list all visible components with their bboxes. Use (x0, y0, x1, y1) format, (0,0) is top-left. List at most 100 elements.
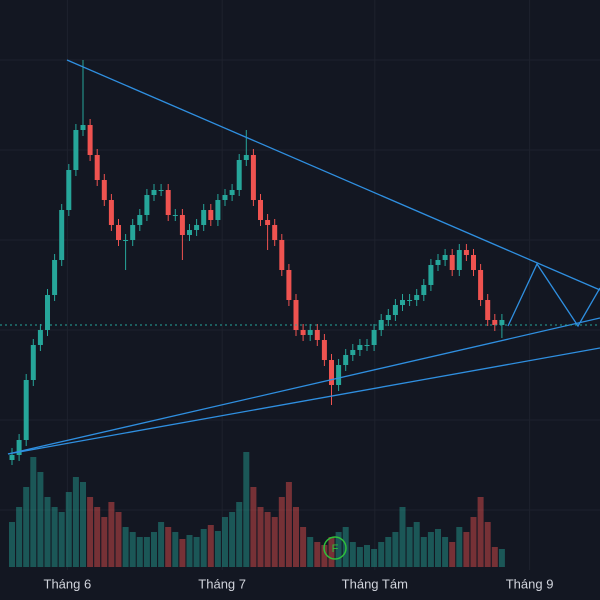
volume-bar (44, 497, 51, 567)
volume-bar (136, 537, 143, 567)
candle-body (336, 365, 342, 385)
volume-bar (72, 477, 79, 567)
volume-bar (456, 527, 463, 567)
candle-body (144, 195, 150, 215)
volume-bar (257, 507, 264, 567)
volume-bar (236, 502, 243, 567)
volume-bar (58, 512, 65, 567)
pattern-line (507, 262, 600, 328)
volume-bar (477, 497, 484, 567)
candle-body (52, 260, 58, 295)
volume-bar (470, 517, 477, 567)
volume-bar (364, 545, 370, 567)
candle-body (329, 360, 334, 385)
candle-body (222, 195, 228, 200)
volume-bar (427, 532, 434, 567)
volume-bar (307, 537, 314, 567)
x-tick-label: Tháng Tám (342, 576, 408, 591)
candle-body (343, 355, 349, 365)
volume-bar (87, 497, 94, 567)
candle-body (59, 210, 65, 260)
candle-body (123, 240, 129, 241)
volume-bar (406, 527, 413, 567)
x-tick-label: Tháng 9 (506, 576, 554, 591)
volume-bar (435, 529, 441, 567)
volume-bar (285, 482, 292, 567)
volume-bar (94, 507, 101, 567)
candle-body (471, 255, 476, 270)
candle-body (250, 155, 256, 200)
candle-body (187, 230, 192, 235)
candle-body (179, 215, 185, 235)
candle-body (116, 225, 121, 240)
volume-bar (165, 527, 172, 567)
candle-body (80, 125, 86, 130)
volume-bar (449, 542, 456, 567)
candle-body (407, 300, 413, 301)
volume-bar (498, 549, 505, 567)
volume-bar (37, 472, 44, 567)
volume-bar (143, 537, 150, 567)
candle-body (463, 250, 469, 255)
candle-body (37, 330, 43, 345)
volume-bar (200, 529, 207, 567)
volume-bar (51, 507, 58, 567)
candle-body (158, 190, 164, 191)
candle-body (45, 295, 50, 330)
candle-body (371, 330, 377, 345)
volume-bar (378, 542, 385, 567)
volume-bar (229, 512, 236, 567)
candle-body (478, 270, 484, 300)
candle-body (357, 345, 363, 350)
volume-bar (392, 532, 399, 567)
volume-bar (442, 537, 449, 567)
candle-body (165, 190, 171, 215)
volume-bar (385, 537, 392, 567)
candle-body (492, 320, 498, 325)
candle-body (293, 300, 299, 330)
candle-body (137, 215, 143, 225)
volume-bar (23, 487, 30, 567)
candle-body (208, 210, 214, 220)
volume-bar (9, 522, 15, 567)
volume-bar (349, 542, 356, 567)
volume-bar (321, 545, 328, 567)
candle-body (236, 160, 242, 190)
candle-body (108, 200, 114, 225)
candle-body (300, 330, 306, 335)
volume-bar (158, 522, 165, 567)
trend-line (66, 59, 600, 291)
volume-bar (179, 539, 186, 567)
volume-bar (16, 507, 23, 567)
candle-body (364, 345, 370, 346)
volume-bar (399, 507, 406, 567)
volume-bar (371, 549, 378, 567)
volume-bar (65, 492, 72, 567)
volume-bar (271, 517, 278, 567)
volume-bar (314, 542, 321, 567)
candle-body (94, 155, 100, 180)
candle-body (499, 320, 505, 325)
volume-bar (335, 532, 342, 567)
volume-bar (328, 537, 335, 567)
event-marker[interactable] (323, 536, 347, 560)
candle-body (66, 170, 72, 210)
candle-body (243, 155, 249, 160)
candle-body (101, 180, 107, 200)
trend-line (7, 317, 600, 455)
candle-body (201, 210, 207, 225)
volume-bar (186, 535, 193, 567)
candle-body (350, 350, 356, 355)
candle-body (30, 345, 36, 380)
volume-bar (264, 512, 271, 567)
volume-bar (300, 527, 307, 567)
candle-body (314, 330, 320, 340)
event-marker-label: F (332, 543, 339, 555)
candle-body (16, 440, 22, 455)
candle-body (400, 300, 405, 305)
volume-bar (420, 537, 427, 567)
candle-body (414, 295, 420, 300)
grid (0, 59, 600, 511)
volume-bar (193, 537, 200, 567)
